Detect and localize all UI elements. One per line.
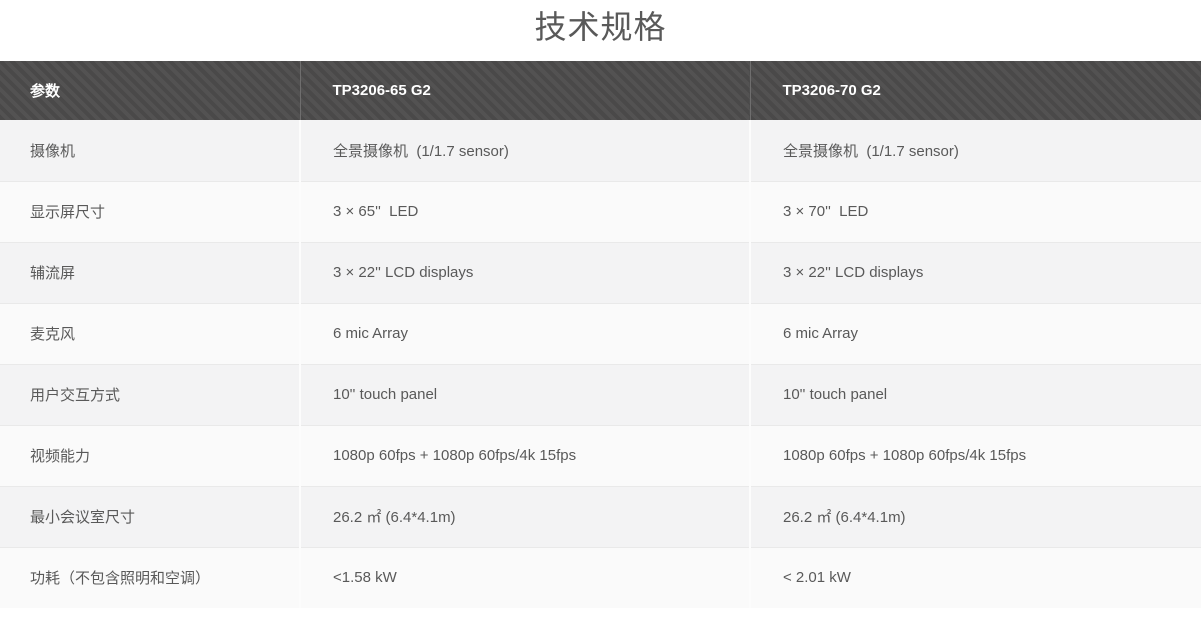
param-cell: 功耗（不包含照明和空调） <box>0 547 300 608</box>
spec-table: 参数 TP3206-65 G2 TP3206-70 G2 摄像机 全景摄像机 (1… <box>0 61 1201 608</box>
table-row: 视频能力 1080p 60fps + 1080p 60fps/4k 15fps 10… <box>0 425 1201 487</box>
value-cell-tp3206-70-g2: 1080p 60fps + 1080p 60fps/4k 15fps <box>749 425 1201 487</box>
param-cell: 最小会议室尺寸 <box>0 486 300 548</box>
column-header-tp3206-70-g2: TP3206-70 G2 <box>749 61 1201 120</box>
param-cell: 用户交互方式 <box>0 364 300 426</box>
value-cell-tp3206-70-g2: 10'' touch panel <box>749 364 1201 426</box>
table-row: 用户交互方式 10'' touch panel 10'' touch panel <box>0 364 1201 426</box>
value-cell-tp3206-65-g2: 3 × 22'' LCD displays <box>299 242 750 304</box>
value-cell-tp3206-70-g2: 6 mic Array <box>749 303 1201 365</box>
value-cell-tp3206-65-g2: <1.58 kW <box>299 547 750 608</box>
table-row: 显示屏尺寸 3 × 65'' LED 3 × 70'' LED <box>0 181 1201 243</box>
table-row: 辅流屏 3 × 22'' LCD displays 3 × 22'' LCD dis… <box>0 242 1201 304</box>
table-row: 最小会议室尺寸 26.2 ㎡ (6.4*4.1m) 26.2 ㎡ (6.4*4.1m… <box>0 486 1201 548</box>
table-row: 摄像机 全景摄像机 (1/1.7 sensor) 全景摄像机 (1/1.7 sens… <box>0 120 1201 182</box>
value-cell-tp3206-70-g2: 3 × 70'' LED <box>749 181 1201 243</box>
param-cell: 摄像机 <box>0 120 300 182</box>
value-cell-tp3206-65-g2: 3 × 65'' LED <box>299 181 750 243</box>
value-cell-tp3206-70-g2: 全景摄像机 (1/1.7 sensor) <box>749 120 1201 182</box>
value-cell-tp3206-65-g2: 26.2 ㎡ (6.4*4.1m) <box>299 486 750 548</box>
table-row: 功耗（不包含照明和空调） <1.58 kW < 2.01 kW <box>0 547 1201 608</box>
column-header-tp3206-65-g2: TP3206-65 G2 <box>299 61 750 120</box>
value-cell-tp3206-70-g2: < 2.01 kW <box>749 547 1201 608</box>
param-cell: 视频能力 <box>0 425 300 487</box>
value-cell-tp3206-70-g2: 3 × 22'' LCD displays <box>749 242 1201 304</box>
column-header-param: 参数 <box>0 61 300 120</box>
value-cell-tp3206-65-g2: 6 mic Array <box>299 303 750 365</box>
param-cell: 显示屏尺寸 <box>0 181 300 243</box>
table-row: 麦克风 6 mic Array 6 mic Array <box>0 303 1201 365</box>
value-cell-tp3206-65-g2: 1080p 60fps + 1080p 60fps/4k 15fps <box>299 425 750 487</box>
param-cell: 辅流屏 <box>0 242 300 304</box>
param-cell: 麦克风 <box>0 303 300 365</box>
value-cell-tp3206-65-g2: 10'' touch panel <box>299 364 750 426</box>
page-title: 技术规格 <box>534 9 667 45</box>
value-cell-tp3206-65-g2: 全景摄像机 (1/1.7 sensor) <box>299 120 750 182</box>
value-cell-tp3206-70-g2: 26.2 ㎡ (6.4*4.1m) <box>749 486 1201 548</box>
table-header-row: 参数 TP3206-65 G2 TP3206-70 G2 <box>0 61 1201 120</box>
